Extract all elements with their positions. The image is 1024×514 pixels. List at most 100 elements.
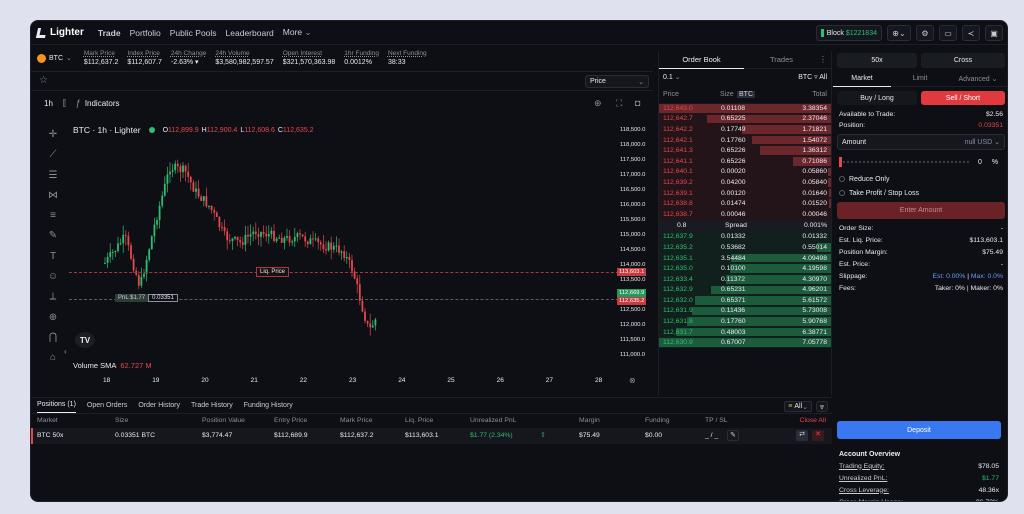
bid-row[interactable]: 112,637.9 0.01332 0.01332 <box>659 231 831 243</box>
account-label[interactable]: Cross Margin Usage: <box>839 498 903 502</box>
language-button[interactable]: ⊕⌄ <box>887 25 911 41</box>
zoom-icon[interactable]: ⊕ <box>594 97 602 108</box>
tpsl-row[interactable]: Take Profit / Stop Loss <box>833 188 1007 198</box>
nav-trade[interactable]: Trade <box>97 27 121 38</box>
brush-icon[interactable]: ✎ <box>48 230 58 242</box>
ask-row[interactable]: 112,641.1 0.65226 0.71086 <box>659 155 831 167</box>
enter-amount-button[interactable]: Enter Amount <box>837 202 1005 219</box>
wallet-button[interactable]: ▣ <box>985 25 1003 41</box>
collapse-chevron-icon[interactable]: ‹ <box>64 347 67 356</box>
tab-positions[interactable]: Positions (1) <box>37 398 76 413</box>
filter-funnel-button[interactable]: ⩔ <box>816 401 828 412</box>
price-type-select[interactable]: Price ⌄ <box>585 75 649 88</box>
magnet-icon[interactable]: ⋂ <box>48 331 58 343</box>
bid-row[interactable]: 112,635.2 0.53682 0.55014 <box>659 242 831 253</box>
ask-row[interactable]: 112,638.8 0.01474 0.01520 <box>659 198 831 209</box>
tab-market[interactable]: Market <box>833 71 891 87</box>
account-label[interactable]: Unrealized PnL: <box>839 474 888 482</box>
checkbox-icon[interactable] <box>839 190 845 196</box>
ask-row[interactable]: 112,639.2 0.04200 0.05840 <box>659 177 831 188</box>
candle-type-icon[interactable]: ⫿ <box>62 97 66 108</box>
margin-mode-button[interactable]: Cross <box>921 52 1005 68</box>
orderbook-filter[interactable]: BTC ▿ All <box>798 74 827 81</box>
table-row[interactable]: BTC 50x 0.03351 BTC $3,774.47 $112,689.9 $11… <box>31 428 832 444</box>
share-button[interactable]: ≺ <box>962 25 980 41</box>
checkbox-icon[interactable] <box>839 176 845 182</box>
tab-limit[interactable]: Limit <box>912 75 928 82</box>
bid-row[interactable]: 112,632.9 0.65231 4.96201 <box>659 284 831 296</box>
close-position-icon[interactable]: ✕ <box>812 430 824 441</box>
indicators-button[interactable]: Indicators <box>84 98 120 108</box>
nav-public-pools[interactable]: Public Pools <box>169 27 217 38</box>
crosshair-icon[interactable]: ✛ <box>48 129 58 140</box>
ask-row[interactable]: 112,642.7 0.65225 2.37046 <box>659 113 831 125</box>
amount-unit[interactable]: null USD ⌄ <box>964 139 1000 146</box>
bid-row[interactable]: 112,631.7 0.48003 6.38771 <box>659 326 831 338</box>
bid-row[interactable]: 112,635.0 0.10100 4.19598 <box>659 263 831 274</box>
interval-button[interactable]: 1h <box>44 98 53 108</box>
app-logo[interactable]: Lighter <box>35 27 84 38</box>
sell-short-button[interactable]: Sell / Short <box>921 91 1005 105</box>
tab-order-book[interactable]: Order Book <box>659 51 744 69</box>
ask-row[interactable]: 112,638.7 0.00046 0.00046 <box>659 208 831 220</box>
amount-input[interactable]: Amount null USD ⌄ <box>837 134 1005 150</box>
tab-trades[interactable]: Trades <box>769 55 794 64</box>
horizontal-lines-icon[interactable]: ☰ <box>48 169 58 181</box>
text-icon[interactable]: T <box>49 250 57 262</box>
tab-funding-history[interactable]: Funding History <box>243 402 293 409</box>
slider-pct-value[interactable]: 0 <box>978 158 982 166</box>
size-unit-toggle[interactable]: BTC <box>737 90 755 98</box>
bid-row[interactable]: 112,631.8 0.17760 5.90768 <box>659 316 831 327</box>
fullscreen-icon[interactable]: ⛶ <box>616 97 623 108</box>
bid-row[interactable]: 112,633.4 0.11372 4.30970 <box>659 273 831 285</box>
bid-row[interactable]: 112,635.1 3.54484 4.09498 <box>659 252 831 264</box>
nav-portfolio[interactable]: Portfolio <box>129 27 161 38</box>
deposit-button[interactable]: Deposit <box>837 421 1001 439</box>
share-icon[interactable]: ⇧ <box>540 432 546 439</box>
positions-filter-select[interactable]: ≡ All ⌄ <box>784 401 812 412</box>
tradingview-logo-icon[interactable]: TV <box>75 332 95 348</box>
leverage-button[interactable]: 50x <box>837 52 917 68</box>
precision-select[interactable]: 0.1 ⌄ <box>663 73 681 81</box>
reduce-only-row[interactable]: Reduce Only <box>833 174 1007 184</box>
ask-row[interactable]: 112,639.1 0.00120 0.01640 <box>659 187 831 199</box>
price-axis[interactable]: 118,500.0 118,000.0 117,500.0 117,000.0 116,… <box>620 127 654 359</box>
buy-long-button[interactable]: Buy / Long <box>837 91 917 105</box>
time-axis[interactable]: 18 19 20 21 22 23 24 25 26 27 28 <box>65 377 635 387</box>
reverse-icon[interactable]: ⇄ <box>796 430 808 441</box>
ask-row[interactable]: 112,642.2 0.17749 1.71821 <box>659 124 831 135</box>
amount-slider[interactable] <box>839 157 969 167</box>
trendline-icon[interactable]: ⟋ <box>49 149 57 161</box>
edit-tpsl-icon[interactable]: ✎ <box>727 430 739 441</box>
more-vertical-icon[interactable]: ⋮ <box>819 55 827 64</box>
col-header[interactable]: Close All <box>799 417 826 424</box>
bid-row[interactable]: 112,630.9 0.67007 7.05778 <box>659 337 831 349</box>
price-chart[interactable] <box>65 139 635 349</box>
slippage-est[interactable]: Est: 0.00% <box>932 272 966 280</box>
tab-trade-history[interactable]: Trade History <box>191 402 233 409</box>
nav-more[interactable]: More ⌄ <box>283 27 312 38</box>
favorite-star-icon[interactable]: ☆ <box>39 75 48 86</box>
zoom-in-icon[interactable]: ⊕ <box>48 311 58 323</box>
fib-icon[interactable]: ≡ <box>50 210 56 222</box>
block-badge[interactable]: Block $1221834 <box>815 25 882 41</box>
tab-open-orders[interactable]: Open Orders <box>86 402 128 409</box>
ruler-icon[interactable]: ⟂ <box>49 291 57 303</box>
ask-row[interactable]: 112,641.3 0.65226 1.36312 <box>659 145 831 156</box>
nav-leaderboard[interactable]: Leaderboard <box>225 27 274 38</box>
bid-row[interactable]: 112,631.9 0.11436 5.73008 <box>659 305 831 317</box>
lock-icon[interactable]: ⌂ <box>49 352 57 364</box>
ask-row[interactable]: 112,640.1 0.00020 0.05860 <box>659 166 831 178</box>
settings-button[interactable]: ⚙ <box>916 25 934 41</box>
camera-icon[interactable]: ◘ <box>635 98 641 108</box>
account-label[interactable]: Trading Equity: <box>839 462 885 470</box>
indicators-icon[interactable]: ƒ <box>75 98 81 108</box>
market-selector[interactable]: BTC ⌄ <box>37 53 72 63</box>
chat-button[interactable]: ▭ <box>939 25 957 41</box>
account-label[interactable]: Cross Leverage: <box>839 486 889 494</box>
pitchfork-icon[interactable]: ⋈ <box>48 189 58 201</box>
emoji-icon[interactable]: ☺ <box>47 271 59 283</box>
settings-circle-icon[interactable]: ⊗ <box>629 376 636 385</box>
tab-order-history[interactable]: Order History <box>138 402 180 409</box>
bid-row[interactable]: 112,632.0 0.65371 5.61572 <box>659 295 831 306</box>
